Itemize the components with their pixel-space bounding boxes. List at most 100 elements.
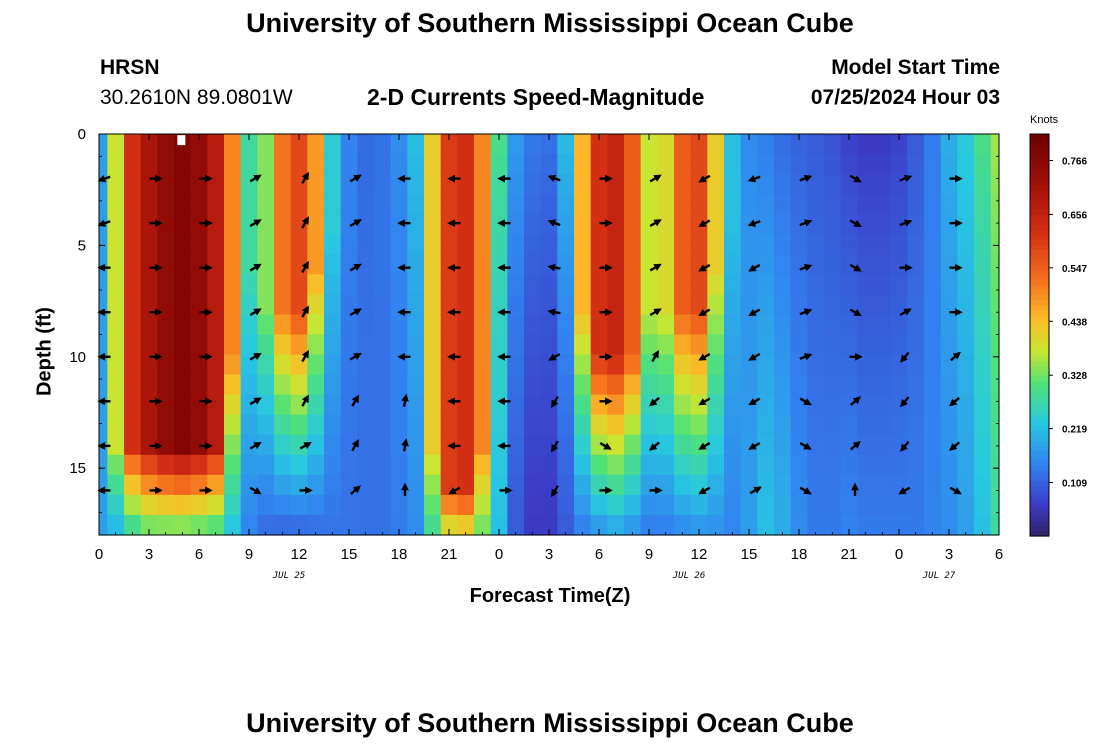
current-vector-arrow xyxy=(301,394,309,407)
heatmap-cell xyxy=(824,414,842,436)
heatmap-cell xyxy=(924,514,942,536)
heatmap-cell xyxy=(657,234,675,255)
heatmap-cell xyxy=(107,214,125,235)
colorbar-swatch xyxy=(1030,510,1049,517)
heatmap-cell xyxy=(957,134,975,155)
heatmap-cell xyxy=(457,134,475,155)
heatmap-cell xyxy=(924,154,942,175)
colorbar-swatch xyxy=(1030,410,1049,416)
heatmap-cell xyxy=(857,494,875,516)
heatmap-cell xyxy=(674,414,692,436)
colorbar-swatch xyxy=(1030,149,1049,155)
page-title-bottom: University of Southern Mississippi Ocean… xyxy=(246,708,854,738)
heatmap-cell xyxy=(557,414,575,436)
heatmap-cell xyxy=(240,234,258,255)
heatmap-cell xyxy=(824,254,842,275)
heatmap-cell xyxy=(957,494,975,516)
heatmap-cell xyxy=(890,414,908,436)
heatmap-cell xyxy=(707,474,725,496)
heatmap-cell xyxy=(807,334,825,356)
heatmap-cell xyxy=(707,174,725,195)
heatmap-cell xyxy=(240,194,258,215)
heatmap-cell xyxy=(774,514,792,536)
heatmap-cell xyxy=(157,374,175,396)
colorbar-swatch xyxy=(1030,435,1049,442)
heatmap-cell xyxy=(940,314,958,336)
heatmap-cell xyxy=(424,474,442,496)
current-vector-arrow xyxy=(649,263,662,272)
heatmap-cell xyxy=(940,454,958,476)
heatmap-cell xyxy=(174,334,192,356)
heatmap-cell xyxy=(740,314,758,336)
heatmap-cell xyxy=(990,414,1000,436)
heatmap-cell xyxy=(174,314,192,336)
heatmap-cell xyxy=(707,134,725,155)
heatmap-cell xyxy=(790,294,808,316)
heatmap-cell xyxy=(624,374,642,396)
heatmap-cell xyxy=(757,154,775,175)
heatmap-cell xyxy=(957,214,975,235)
heatmap-cell xyxy=(924,294,942,316)
heatmap-cell xyxy=(524,134,542,155)
heatmap-cell xyxy=(624,434,642,456)
heatmap-cell xyxy=(557,294,575,316)
heatmap-cell xyxy=(990,454,1000,476)
heatmap-cell xyxy=(907,254,925,275)
heatmap-cell xyxy=(224,214,242,235)
heatmap-cell xyxy=(474,214,492,235)
colorbar-swatch xyxy=(1030,475,1049,482)
current-vector-arrow xyxy=(899,308,912,317)
heatmap-cell xyxy=(724,214,742,235)
heatmap-cell xyxy=(157,454,175,476)
heatmap-cell xyxy=(107,134,125,155)
heatmap-cell xyxy=(624,494,642,516)
heatmap-cell xyxy=(390,514,408,536)
heatmap-cell xyxy=(374,454,392,476)
heatmap-cell xyxy=(307,354,325,376)
heatmap-cell xyxy=(724,154,742,175)
heatmap-cell xyxy=(490,394,508,416)
heatmap-cell xyxy=(140,234,158,255)
heatmap-cell xyxy=(340,134,358,155)
heatmap-cell xyxy=(357,274,375,295)
heatmap-cell xyxy=(357,434,375,456)
current-vector-arrow xyxy=(649,308,662,317)
heatmap-cell xyxy=(907,474,925,496)
heatmap-cell xyxy=(907,294,925,316)
heatmap-cell xyxy=(157,234,175,255)
y-tick-label: 15 xyxy=(69,460,86,477)
heatmap-cell xyxy=(874,194,892,215)
heatmap-cell xyxy=(524,314,542,336)
heatmap-cell xyxy=(974,334,992,356)
heatmap-cell xyxy=(340,334,358,356)
heatmap-cell xyxy=(274,214,292,235)
heatmap-cell xyxy=(107,354,125,376)
heatmap-cell xyxy=(724,194,742,215)
model-start-value: 07/25/2024 Hour 03 xyxy=(810,86,1000,109)
heatmap-cell xyxy=(257,274,275,295)
heatmap-cell xyxy=(957,334,975,356)
heatmap-cell xyxy=(907,514,925,536)
heatmap-cell xyxy=(307,514,325,536)
heatmap-cell xyxy=(140,194,158,215)
heatmap-cell xyxy=(540,234,558,255)
heatmap-cell xyxy=(190,394,208,416)
heatmap-cell xyxy=(640,214,658,235)
heatmap-cell xyxy=(857,474,875,496)
heatmap-cell xyxy=(174,374,192,396)
heatmap-cell xyxy=(890,134,908,155)
heatmap-cell xyxy=(990,154,1000,175)
heatmap-cell xyxy=(957,154,975,175)
heatmap-cell xyxy=(924,374,942,396)
heatmap-cell xyxy=(407,394,425,416)
heatmap-cell xyxy=(324,514,342,536)
heatmap-cell xyxy=(840,414,858,436)
heatmap-cell xyxy=(757,254,775,275)
page-title: University of Southern Mississippi Ocean… xyxy=(246,8,854,38)
heatmap-cell xyxy=(207,154,225,175)
colorbar-swatch xyxy=(1030,365,1049,371)
heatmap-cell xyxy=(674,374,692,396)
heatmap-cell xyxy=(440,314,458,336)
heatmap-cell xyxy=(307,494,325,516)
